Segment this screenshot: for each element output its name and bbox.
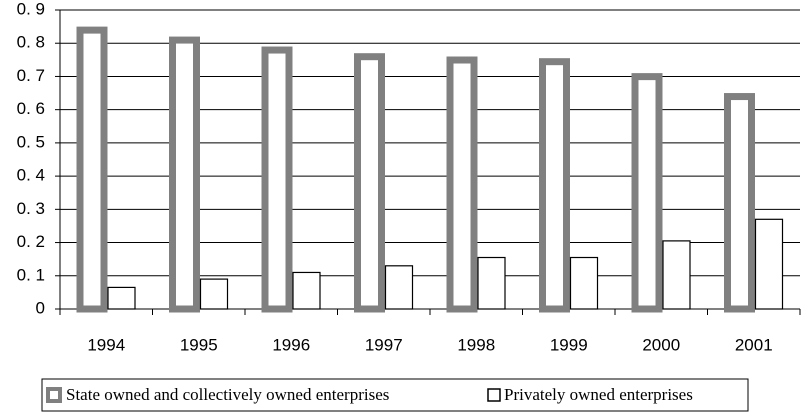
y-tick-label: 0. 6 <box>17 99 45 118</box>
bar <box>292 271 321 310</box>
bar <box>631 73 663 313</box>
legend-label: State owned and collectively owned enter… <box>66 385 389 404</box>
legend-swatch <box>487 388 501 402</box>
bar <box>107 286 136 310</box>
y-tick-label: 0. 8 <box>17 33 45 52</box>
bar <box>169 36 200 313</box>
x-tick-label: 1998 <box>457 335 495 354</box>
legend-label: Privately owned enterprises <box>504 385 693 404</box>
bar <box>662 240 691 310</box>
bar <box>724 93 755 313</box>
bar <box>199 278 229 310</box>
bar <box>76 26 108 313</box>
bar <box>539 58 570 313</box>
y-tick-label: 0. 9 <box>17 0 45 18</box>
x-tick-label: 1996 <box>272 335 310 354</box>
x-tick-label: 2001 <box>735 335 773 354</box>
y-tick-label: 0. 5 <box>17 132 45 151</box>
y-tick-label: 0. 2 <box>17 232 45 251</box>
y-tick-label: 0. 1 <box>17 265 45 284</box>
x-tick-label: 1997 <box>365 335 403 354</box>
legend-swatch <box>46 387 62 403</box>
x-tick-label: 1995 <box>180 335 218 354</box>
bar <box>384 265 414 310</box>
x-tick-label: 2000 <box>642 335 680 354</box>
y-tick-label: 0 <box>36 298 45 317</box>
bar <box>569 256 599 310</box>
bar <box>754 218 784 310</box>
bar <box>446 56 478 313</box>
y-tick-label: 0. 7 <box>17 66 45 85</box>
y-tick-label: 0. 3 <box>17 199 45 218</box>
bar <box>354 53 385 313</box>
bar <box>261 46 293 313</box>
x-tick-label: 1994 <box>87 335 125 354</box>
bar <box>477 256 506 310</box>
y-tick-label: 0. 4 <box>17 166 45 185</box>
x-tick-label: 1999 <box>550 335 588 354</box>
legend-box <box>41 378 749 412</box>
